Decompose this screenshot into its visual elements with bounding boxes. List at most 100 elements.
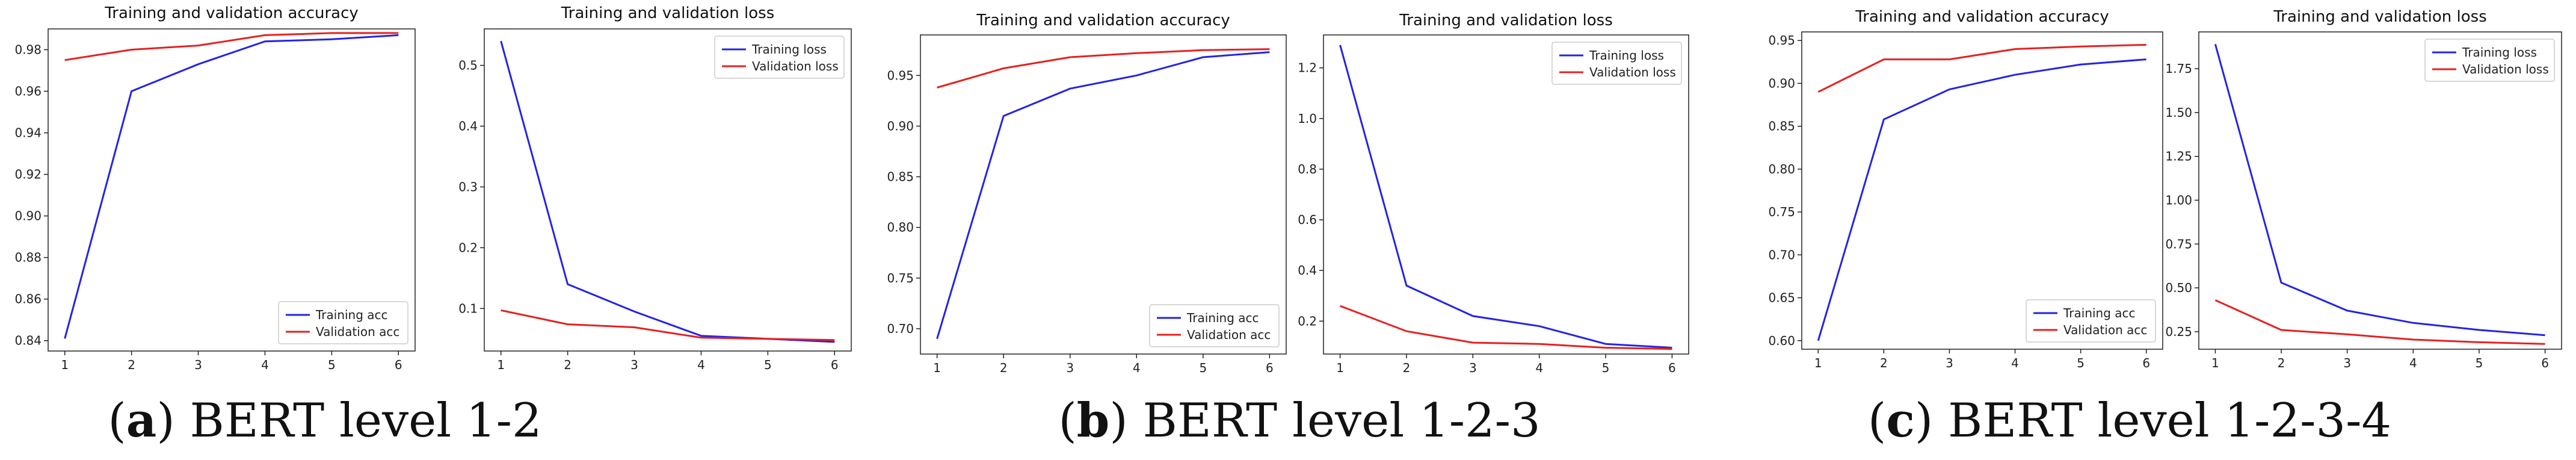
x-tick-label: 3 (1066, 361, 1074, 375)
y-tick-label: 0.85 (887, 170, 914, 184)
x-tick-label: 4 (1133, 361, 1141, 375)
legend-box (278, 301, 408, 344)
chart-c-loss: Training and validation loss 0.25 0.50 0.75… (2165, 8, 2562, 370)
y-tick-label: 0.90 (887, 119, 914, 133)
x-tick-label: 5 (1199, 361, 1207, 375)
legend: Training loss Validation loss (2424, 39, 2555, 82)
y-tick-label: 0.8 (1298, 162, 1317, 176)
x-tick-label: 4 (261, 358, 269, 372)
y-tick-label: 0.25 (2165, 325, 2192, 339)
x-tick-label: 1 (61, 358, 69, 372)
y-tick-label: 0.80 (1768, 162, 1795, 176)
x-tick-label: 6 (2541, 356, 2549, 370)
y-tick-label: 0.75 (1768, 205, 1795, 219)
series-line-validation-loss (2214, 299, 2545, 345)
series-line-validation-acc (64, 32, 399, 61)
chart-title: Training and validation accuracy (1855, 8, 2109, 26)
x-tick-label: 5 (764, 358, 772, 372)
series-line-validation-acc (1817, 43, 2146, 93)
chart-title: Training and validation accuracy (976, 11, 1230, 30)
y-tick-label: 0.50 (2165, 281, 2192, 295)
legend-label: Validation acc (316, 325, 399, 339)
x-tick-label: 1 (1814, 356, 1822, 370)
x-tick-label: 1 (933, 361, 941, 375)
y-tick-label: 0.70 (1768, 247, 1795, 262)
plot-frame (48, 28, 416, 352)
chart-title: Training and validation loss (561, 4, 775, 22)
chart-a-loss: Training and validation loss 0.1 0.2 0.3 0.4… (458, 4, 852, 372)
y-tick-label: 0.92 (14, 167, 42, 182)
plot-frame (1323, 34, 1689, 355)
y-tick-label: 0.90 (1768, 76, 1795, 90)
y-tick-label: 0.65 (1768, 291, 1795, 305)
x-tick-label: 5 (1602, 361, 1610, 375)
x-tick-label: 5 (328, 358, 336, 372)
plot-frame (1801, 31, 2163, 350)
x-tick-label: 5 (2077, 356, 2085, 370)
y-tick-label: 0.85 (1768, 119, 1795, 134)
series-line-training-acc (64, 34, 399, 339)
legend-label: Validation acc (2063, 323, 2147, 337)
legend-label: Validation loss (1589, 65, 1676, 79)
x-tick-label: 2 (1000, 361, 1008, 375)
x-tick-label: 3 (1469, 361, 1477, 375)
series-line-training-acc (1817, 58, 2146, 341)
y-tick-label: 0.98 (14, 43, 42, 57)
legend: Training loss Validation loss (1551, 42, 1682, 85)
x-tick-label: 1 (1336, 361, 1344, 375)
x-tick-label: 2 (128, 358, 135, 372)
chart-a-accuracy: Training and validation accuracy 0.84 0.86… (14, 4, 416, 372)
plot-frame (484, 28, 852, 352)
x-tick-label: 5 (2476, 356, 2483, 370)
chart-c-accuracy: Training and validation accuracy 0.60 0.65… (1768, 8, 2163, 370)
y-tick-label: 0.2 (458, 240, 478, 255)
y-tick-label: 0.5 (458, 58, 478, 73)
series-line-training-loss (2214, 43, 2545, 337)
y-tick-label: 1.25 (2165, 149, 2192, 164)
chart-title: Training and validation loss (2273, 8, 2487, 26)
chart-title: Training and validation loss (1399, 11, 1613, 30)
legend: Training acc Validation acc (1149, 304, 1280, 347)
series-line-validation-acc (937, 48, 1270, 89)
series-line-training-loss (500, 40, 835, 343)
legend-label: Training acc (2063, 306, 2136, 320)
x-tick-label: 2 (2278, 356, 2285, 370)
y-tick-label: 0.60 (1768, 334, 1795, 348)
x-tick-label: 4 (1535, 361, 1543, 375)
y-tick-label: 1.50 (2165, 105, 2192, 120)
series-line-validation-loss (1340, 305, 1672, 350)
y-tick-label: 0.80 (887, 220, 914, 235)
y-tick-label: 0.2 (1298, 314, 1317, 328)
legend-label: Validation acc (1187, 328, 1271, 342)
x-tick-label: 6 (2142, 356, 2150, 370)
chart-b-loss: Training and validation loss 0.2 0.4 0.6 0.8… (1298, 11, 1689, 375)
y-tick-label: 0.90 (14, 209, 42, 223)
x-tick-label: 6 (1668, 361, 1676, 375)
x-tick-label: 3 (1946, 356, 1953, 370)
x-tick-label: 3 (630, 358, 638, 372)
x-tick-label: 4 (697, 358, 705, 372)
y-tick-label: 0.95 (1768, 33, 1795, 48)
y-tick-label: 0.6 (1298, 213, 1317, 227)
y-tick-label: 0.3 (458, 179, 478, 194)
chart-b-accuracy: Training and validation accuracy 0.70 0.75… (887, 11, 1287, 375)
y-tick-label: 0.4 (458, 119, 478, 134)
x-tick-label: 2 (1880, 356, 1888, 370)
caption-b: (b) BERT level 1-2-3 (1058, 393, 1540, 448)
caption-c: (c) BERT level 1-2-3-4 (1868, 393, 2391, 448)
x-tick-label: 1 (497, 358, 505, 372)
y-tick-label: 0.84 (14, 334, 42, 348)
x-tick-label: 6 (831, 358, 839, 372)
y-tick-label: 1.75 (2165, 61, 2192, 76)
y-tick-label: 0.86 (14, 292, 42, 306)
plot-frame (920, 34, 1287, 355)
legend-label: Validation loss (752, 59, 839, 73)
x-tick-label: 4 (2011, 356, 2019, 370)
legend-box (714, 36, 845, 79)
legend-box (2026, 299, 2156, 343)
legend: Training acc Validation acc (2026, 299, 2156, 343)
series-line-validation-loss (501, 309, 835, 341)
x-tick-label: 4 (2409, 356, 2417, 370)
legend-label: Training loss (1589, 48, 1664, 63)
